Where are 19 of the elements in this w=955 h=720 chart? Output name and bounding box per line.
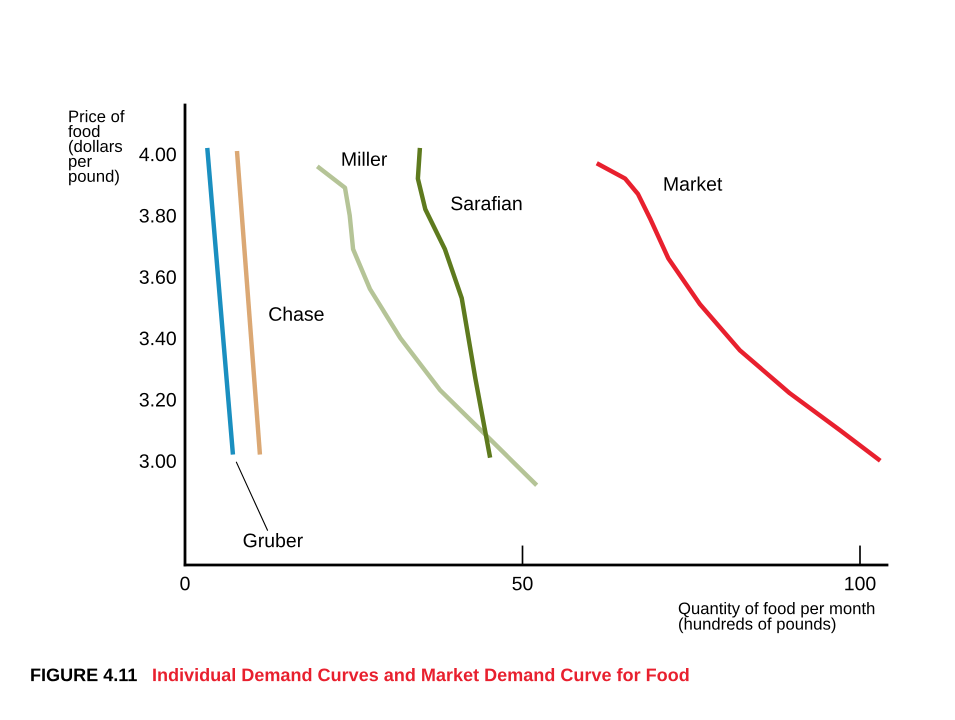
y-tick-label: 3.00 [140, 454, 176, 468]
text: FIGURE 4.11 [31, 668, 137, 682]
x-axis-title: Quantity of food per month (hundreds of pounds) [678, 602, 874, 634]
y-tick-label: 4.00 [139, 148, 176, 162]
x-tick-label: 50 [512, 576, 533, 590]
series-label: Chase [269, 306, 324, 321]
x-tick-label: 100 [845, 576, 876, 590]
text: Gruber [244, 533, 303, 548]
series-label: Market [664, 176, 722, 191]
text: Individual Demand Curves and Market Demand Curve for Food [153, 668, 689, 682]
y-tick-label: 3.60 [140, 270, 176, 284]
y-tick-label: 3.40 [140, 332, 176, 346]
y-tick-label: 3.20 [140, 392, 176, 407]
series-label: Miller [342, 152, 388, 166]
x-tick-label: 0 [180, 576, 190, 590]
line-series [594, 161, 882, 463]
y-tick-label: 3.80 [140, 208, 176, 223]
series-label: Sarafian [451, 196, 522, 210]
y-axis-title: Price of food (dollars per pound) [68, 110, 125, 186]
